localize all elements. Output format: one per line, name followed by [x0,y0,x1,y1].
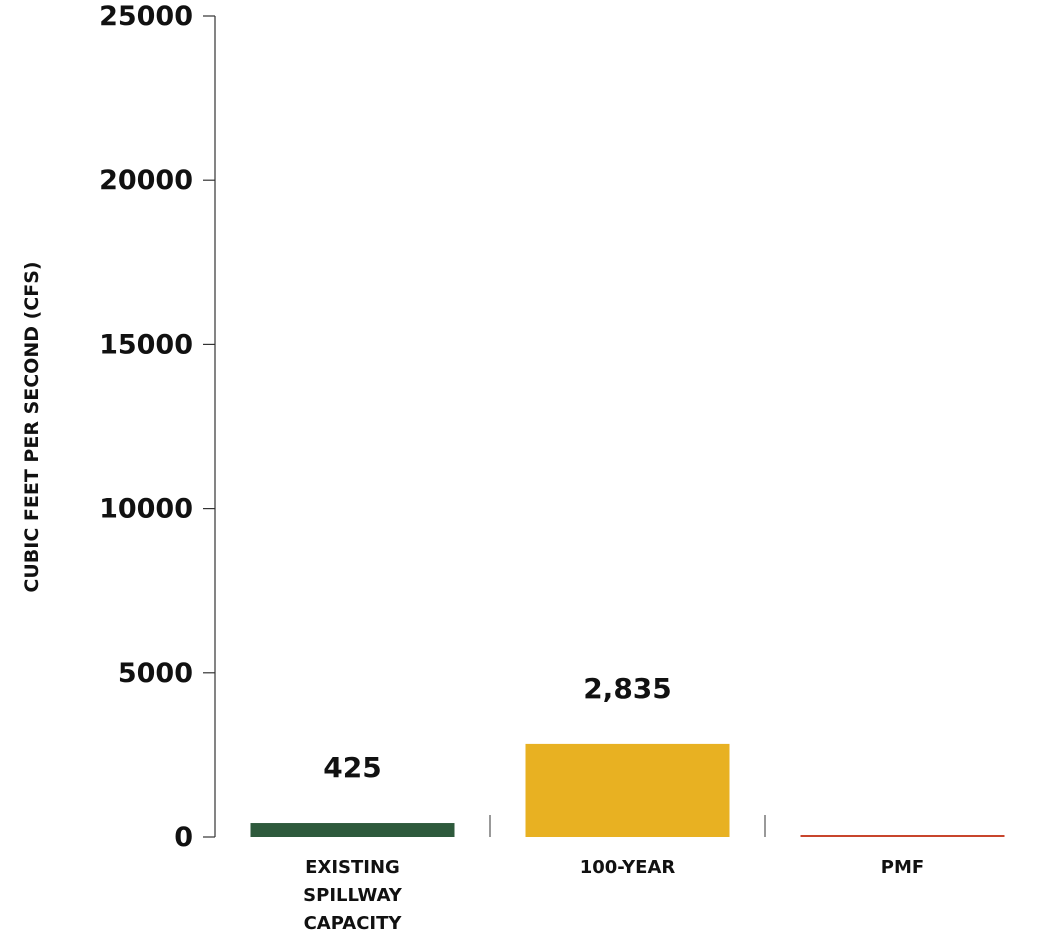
y-tick-label: 25000 [99,1,193,32]
y-tick-label: 15000 [99,329,193,360]
bar[interactable] [250,823,455,837]
bar[interactable] [800,835,1005,837]
y-axis-title: CUBIC FEET PER SECOND (CFS) [21,261,43,592]
data-label: 425 [323,751,381,784]
x-tick-label: 100-YEAR [580,857,676,878]
x-tick-label: PMF [881,857,924,878]
y-tick-label: 10000 [99,494,193,525]
y-tick-label: 0 [174,822,193,853]
data-label: 2,835 [583,672,672,705]
y-tick-label: 5000 [118,658,193,689]
bar[interactable] [525,743,730,837]
y-tick-label: 20000 [99,165,193,196]
x-tick-label: EXISTING SPILLWAY CAPACITY [303,857,403,933]
